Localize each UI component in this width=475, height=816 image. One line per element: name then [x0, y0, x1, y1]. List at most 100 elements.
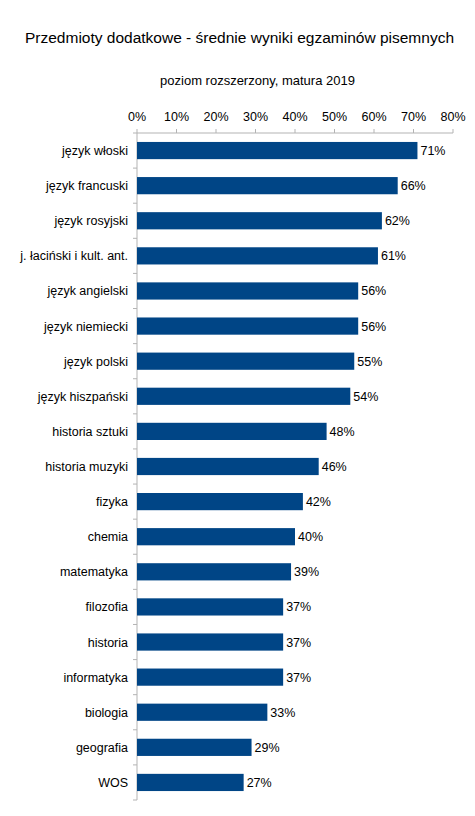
tick-mark [137, 129, 138, 133]
tick-label: 40% [282, 110, 307, 124]
category-label: informatyka [63, 671, 128, 685]
category-tick [133, 694, 137, 695]
category-tick [133, 554, 137, 555]
tick-label: 60% [361, 110, 386, 124]
category-tick [133, 308, 137, 309]
tick-label: 10% [164, 110, 189, 124]
category-tick [133, 168, 137, 169]
data-label: 48% [330, 425, 355, 439]
data-label: 29% [255, 741, 280, 755]
tick-label: 30% [243, 110, 268, 124]
category-label: historia muzyki [45, 460, 128, 474]
category-tick [133, 800, 137, 801]
bar [137, 774, 244, 791]
bar [137, 212, 382, 229]
data-label: 62% [385, 214, 410, 228]
subtitle: poziom rozszerzony, matura 2019 [160, 73, 355, 88]
category-label: fizyka [96, 495, 128, 509]
data-label: 40% [298, 530, 323, 544]
category-tick [133, 764, 137, 765]
category-tick [133, 659, 137, 660]
category-label: język niemiecki [43, 320, 128, 334]
bar [137, 704, 267, 721]
bar [137, 633, 283, 650]
category-label: język rosyjski [53, 214, 128, 228]
data-label: 71% [420, 144, 445, 158]
category-label: historia [88, 636, 128, 650]
tick-mark [295, 129, 296, 133]
data-label: 55% [357, 355, 382, 369]
category-tick [133, 203, 137, 204]
tick-mark [374, 129, 375, 133]
category-label: język angielski [46, 284, 128, 298]
data-label: 33% [270, 706, 295, 720]
tick-label: 80% [440, 110, 465, 124]
category-label: geografia [76, 741, 128, 755]
bar [137, 493, 303, 510]
category-label: WOS [98, 776, 128, 790]
category-label: język włoski [61, 144, 128, 158]
tick-mark [176, 129, 177, 133]
bar [137, 282, 358, 299]
category-label: j. łaciński i kult. ant. [19, 249, 128, 263]
tick-mark [255, 129, 256, 133]
bars [137, 142, 417, 791]
data-label: 56% [361, 320, 386, 334]
category-label: chemia [88, 530, 128, 544]
data-label: 37% [286, 671, 311, 685]
bar [137, 458, 319, 475]
category-label: matematyka [60, 565, 128, 579]
data-label: 27% [247, 776, 272, 790]
bar [137, 528, 295, 545]
bar [137, 739, 252, 756]
category-tick [133, 729, 137, 730]
bar [137, 598, 283, 615]
bar [137, 669, 283, 686]
tick-label: 20% [203, 110, 228, 124]
tick-label: 50% [322, 110, 347, 124]
category-tick [133, 378, 137, 379]
tick-label: 70% [401, 110, 426, 124]
category-tick [133, 519, 137, 520]
category-tick [133, 624, 137, 625]
category-tick [133, 413, 137, 414]
bar [137, 353, 354, 370]
bar [137, 423, 327, 440]
category-tick [133, 448, 137, 449]
tick-mark [413, 129, 414, 133]
tick-label: 0% [128, 110, 146, 124]
category-label: język francuski [45, 179, 128, 193]
data-label: 46% [322, 460, 347, 474]
category-label: historia sztuki [52, 425, 128, 439]
category-tick [133, 133, 137, 134]
data-label: 42% [306, 495, 331, 509]
tick-mark [216, 129, 217, 133]
category-label: język polski [63, 355, 128, 369]
tick-mark [334, 129, 335, 133]
tick-mark [453, 129, 454, 133]
data-label: 37% [286, 600, 311, 614]
bar [137, 388, 350, 405]
data-label: 39% [294, 565, 319, 579]
category-label: język hiszpański [37, 390, 128, 404]
title: Przedmioty dodatkowe - średnie wyniki eg… [25, 29, 454, 46]
bar [137, 317, 358, 334]
category-label: filozofia [86, 600, 128, 614]
chart: Przedmioty dodatkowe - średnie wyniki eg… [0, 0, 475, 816]
data-label: 56% [361, 284, 386, 298]
category-tick [133, 343, 137, 344]
category-label: biologia [85, 706, 128, 720]
bar [137, 247, 378, 264]
bar [137, 177, 398, 194]
data-label: 66% [401, 179, 426, 193]
data-label: 61% [381, 249, 406, 263]
category-tick [133, 589, 137, 590]
category-tick [133, 238, 137, 239]
data-label: 54% [353, 390, 378, 404]
data-label: 37% [286, 636, 311, 650]
bar [137, 563, 291, 580]
category-tick [133, 273, 137, 274]
bar [137, 142, 417, 159]
category-tick [133, 484, 137, 485]
x-axis-line [137, 133, 453, 134]
